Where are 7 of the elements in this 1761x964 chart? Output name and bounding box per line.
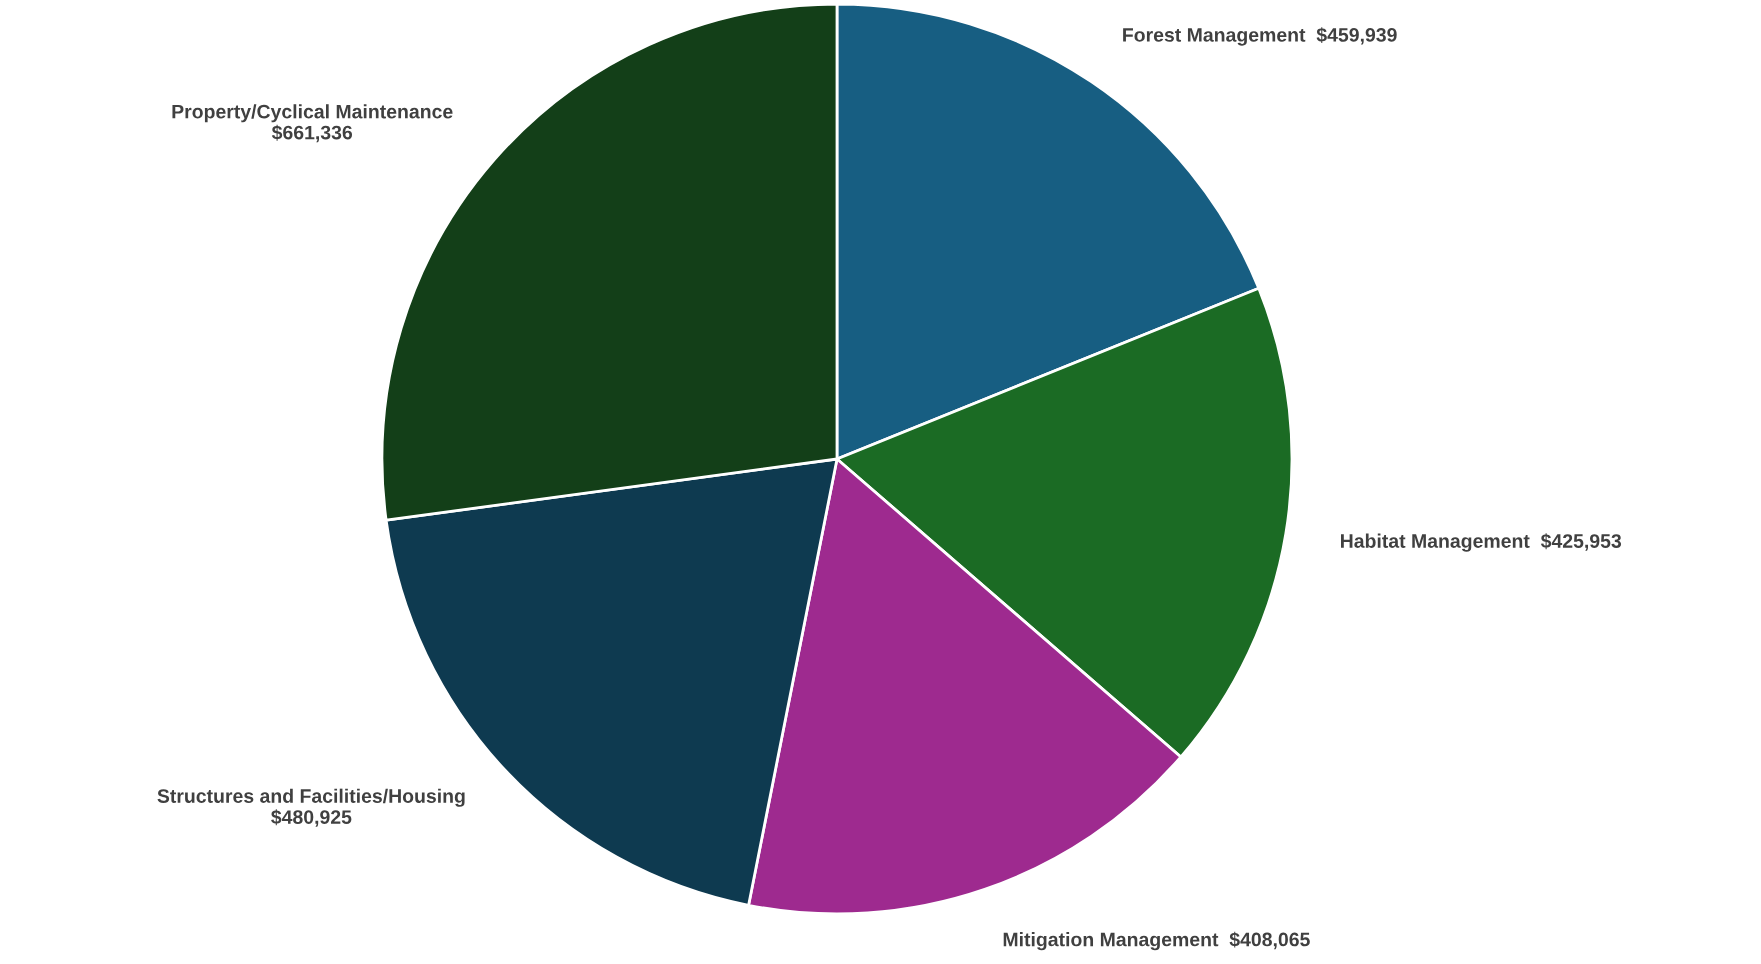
- slice-label: Forest Management $459,939: [1123, 27, 1397, 46]
- slice-label: Structures and Facilities/Housing: [157, 788, 465, 807]
- slice-label: Mitigation Management $408,065: [1003, 931, 1310, 951]
- data-label: $661,336: [271, 124, 353, 143]
- slice-label: Property/Cyclical Maintenance: [172, 104, 453, 123]
- data-label: $480,925: [271, 809, 352, 827]
- slice-label: Habitat Management $425,953: [1341, 533, 1622, 552]
